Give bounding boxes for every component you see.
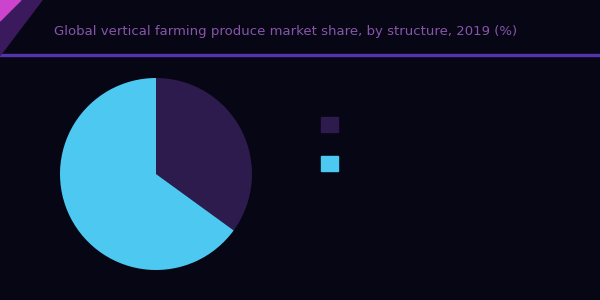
Wedge shape xyxy=(156,78,252,230)
Bar xyxy=(321,156,338,171)
Bar xyxy=(321,117,338,132)
Wedge shape xyxy=(60,78,233,270)
Text: Global vertical farming produce market share, by structure, 2019 (%): Global vertical farming produce market s… xyxy=(54,25,517,38)
Bar xyxy=(0,54,600,56)
Polygon shape xyxy=(0,0,21,21)
Polygon shape xyxy=(0,0,42,56)
